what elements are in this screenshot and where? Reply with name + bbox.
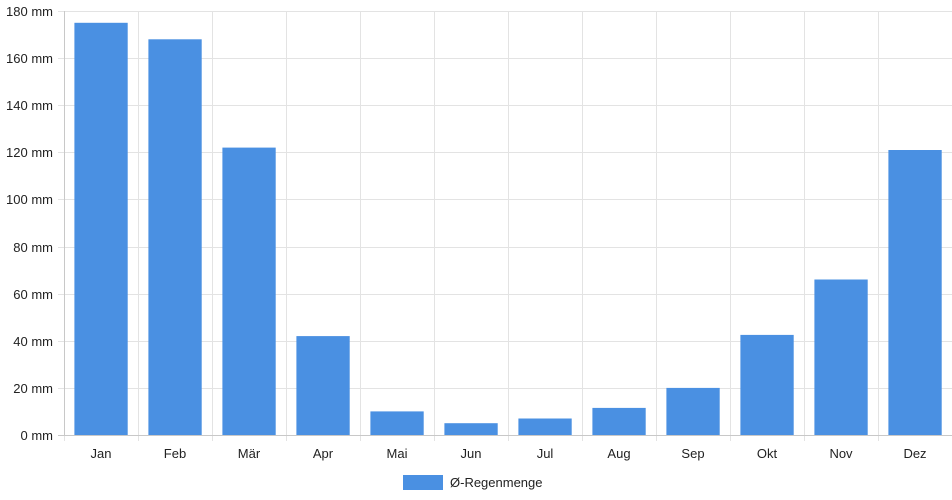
y-tick-label: 160 mm: [6, 51, 53, 66]
x-tick-label: Mär: [238, 446, 261, 461]
x-tick-label: Jul: [537, 446, 554, 461]
bar-apr[interactable]: [296, 336, 350, 435]
bar-feb[interactable]: [148, 39, 202, 436]
legend-label[interactable]: Ø-Regenmenge: [450, 475, 543, 490]
y-tick-label: 60 mm: [13, 287, 53, 302]
bars: [74, 22, 942, 436]
legend-swatch[interactable]: [403, 475, 443, 490]
x-tick-label: Feb: [164, 446, 186, 461]
bar-okt[interactable]: [740, 334, 794, 435]
bar-jan[interactable]: [74, 22, 128, 436]
y-tick-label: 180 mm: [6, 4, 53, 19]
x-tick-label: Mai: [387, 446, 408, 461]
x-tick-label: Jun: [461, 446, 482, 461]
x-tick-label: Okt: [757, 446, 778, 461]
y-tick-label: 40 mm: [13, 334, 53, 349]
bar-dez[interactable]: [888, 150, 942, 435]
legend[interactable]: Ø-Regenmenge: [403, 475, 543, 490]
x-tick-label: Dez: [903, 446, 926, 461]
x-tick-label: Apr: [313, 446, 334, 461]
y-tick-label: 80 mm: [13, 240, 53, 255]
x-tick-label: Aug: [607, 446, 630, 461]
y-tick-label: 100 mm: [6, 192, 53, 207]
bar-nov[interactable]: [814, 279, 868, 436]
bar-mär[interactable]: [222, 147, 276, 435]
y-tick-label: 140 mm: [6, 98, 53, 113]
y-axis-tick-labels: 0 mm 20 mm 40 mm 60 mm 80 mm 100 mm 120 mm 140 …: [6, 4, 53, 443]
bar-mai[interactable]: [370, 411, 424, 435]
x-tick-label: Jan: [91, 446, 112, 461]
y-tick-label: 120 mm: [6, 145, 53, 160]
y-tick-label: 20 mm: [13, 381, 53, 396]
bar-jun[interactable]: [444, 423, 498, 435]
bar-jul[interactable]: [518, 418, 572, 436]
axes: [58, 11, 952, 436]
bar-sep[interactable]: [666, 387, 720, 435]
x-tick-label: Nov: [829, 446, 853, 461]
y-tick-label: 0 mm: [21, 428, 54, 443]
bar-aug[interactable]: [592, 407, 646, 435]
x-tick-label: Sep: [681, 446, 704, 461]
x-axis-tick-labels: Jan Feb Mär Apr Mai Jun Jul Aug Sep Okt Nov Dez: [91, 446, 927, 461]
